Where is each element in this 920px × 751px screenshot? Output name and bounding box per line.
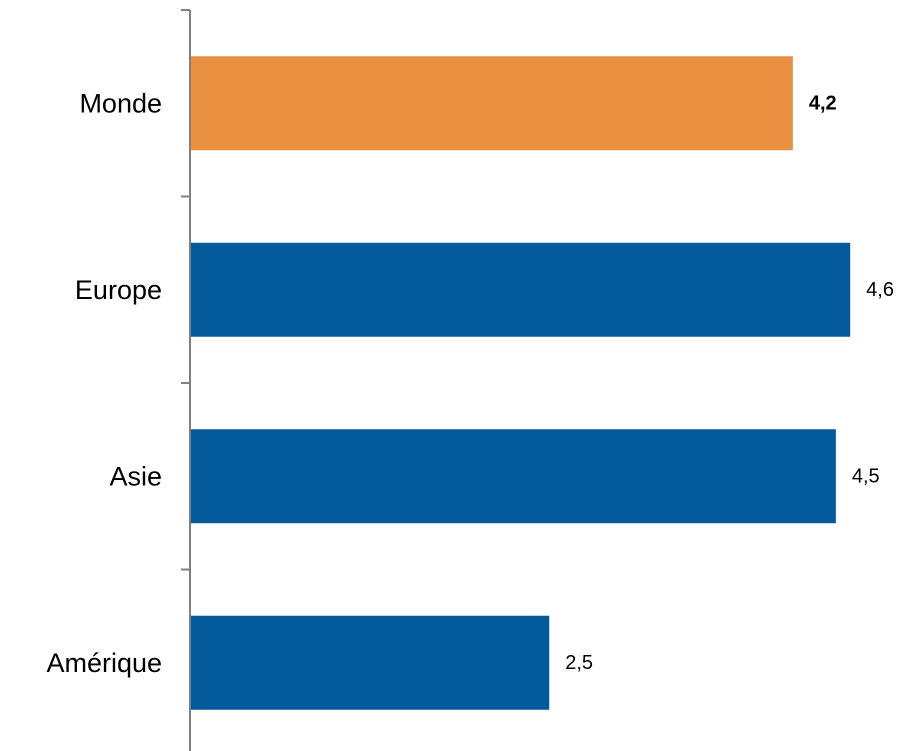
value-label-europe: 4,6: [866, 279, 894, 301]
labels-group: Monde 4,2 Europe 4,6 Asie 4,5 Amérique 2,5: [46, 88, 894, 678]
bars-group: [191, 56, 851, 710]
bar-asie: [191, 429, 836, 524]
value-label-asie: 4,5: [852, 465, 880, 487]
value-label-monde: 4,2: [809, 92, 837, 114]
category-label-monde: Monde: [79, 88, 162, 118]
bar-monde: [191, 56, 793, 151]
category-label-amerique: Amérique: [46, 648, 162, 678]
bar-amerique: [191, 615, 550, 710]
category-label-europe: Europe: [75, 275, 162, 305]
value-label-amerique: 2,5: [565, 652, 593, 674]
category-label-asie: Asie: [109, 461, 162, 491]
category-axis: [181, 9, 191, 751]
bar-europe: [191, 242, 851, 337]
